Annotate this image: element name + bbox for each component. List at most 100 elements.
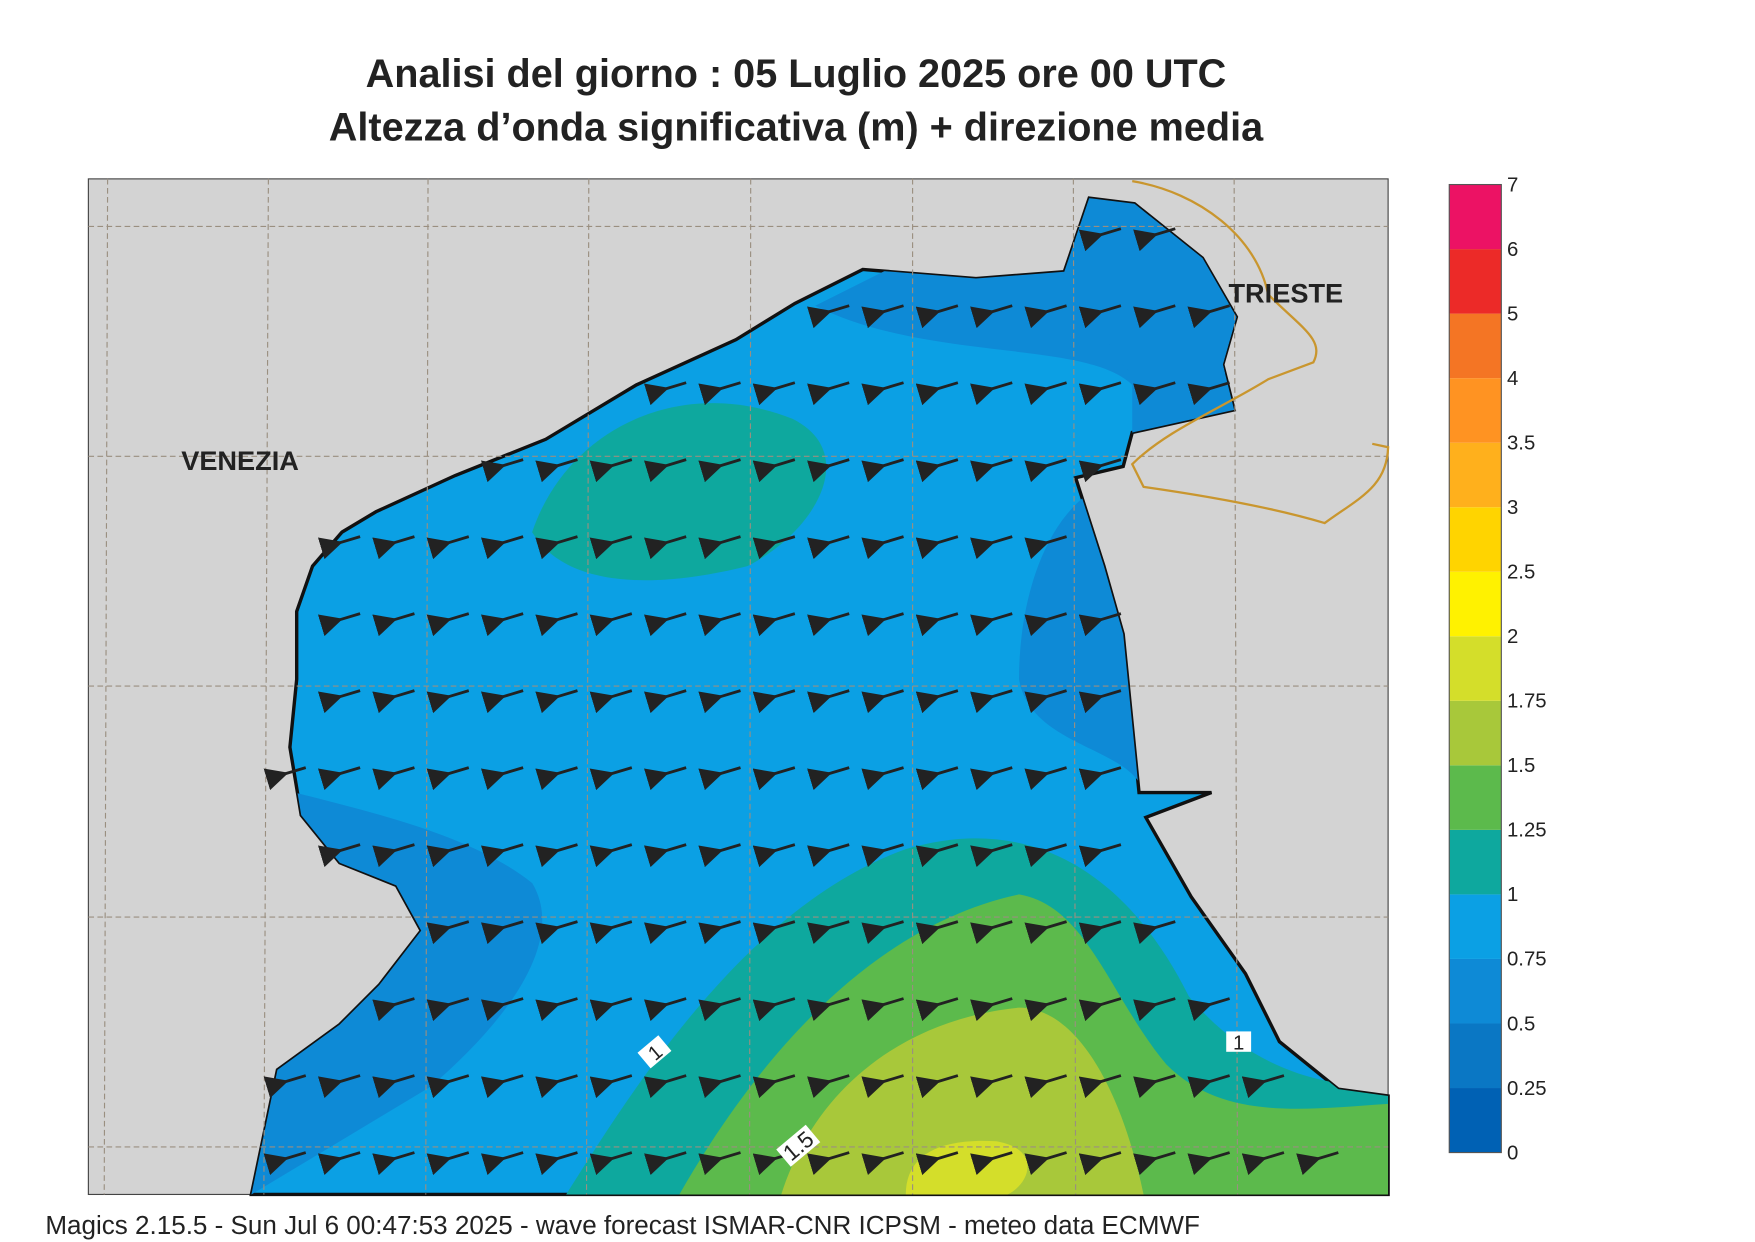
colorbar-band <box>1449 894 1502 959</box>
arrow <box>1024 535 1067 560</box>
border <box>1130 180 1390 525</box>
colorbar-label: 0.25 <box>1507 1078 1547 1100</box>
arrow <box>1078 381 1122 406</box>
colorbar-band <box>1449 442 1502 508</box>
arrow <box>698 381 741 406</box>
arrow <box>480 997 524 1022</box>
arrow <box>372 1074 415 1099</box>
arrow <box>1078 1074 1122 1099</box>
arrow <box>807 304 850 329</box>
arrow <box>263 766 307 791</box>
arrow <box>752 612 796 637</box>
arrow <box>1078 920 1122 945</box>
arrow <box>372 1151 415 1176</box>
arrow <box>372 997 415 1022</box>
colorbar-label: 4 <box>1507 368 1518 390</box>
arrow <box>535 612 578 637</box>
arrow <box>372 612 415 637</box>
arrow <box>698 458 741 483</box>
arrow <box>480 535 524 560</box>
arrow <box>1078 227 1122 252</box>
colorbar-label: 0.5 <box>1507 1013 1535 1035</box>
arrow <box>535 843 578 868</box>
arrow <box>1078 766 1122 791</box>
arrow <box>1133 227 1176 252</box>
arrow <box>1024 766 1067 791</box>
arrow <box>480 689 524 714</box>
arrow <box>970 458 1013 483</box>
arrow <box>372 766 415 791</box>
arrow <box>915 843 959 868</box>
arrow <box>1078 458 1122 483</box>
arrow <box>1187 1074 1231 1099</box>
colorbar-band <box>1449 958 1502 1024</box>
colorbar-band <box>1449 829 1502 895</box>
arrow <box>1133 997 1176 1022</box>
arrow <box>643 920 687 945</box>
colorbar-band <box>1449 249 1502 314</box>
arrow <box>970 612 1013 637</box>
colorbar-label: 0.75 <box>1507 949 1547 971</box>
arrow <box>589 612 633 637</box>
arrow <box>1078 843 1122 868</box>
arrow <box>915 1151 959 1176</box>
arrow <box>861 766 904 791</box>
arrow <box>1187 304 1231 329</box>
arrow <box>535 1074 578 1099</box>
arrow <box>1024 689 1067 714</box>
colorbar-band <box>1449 507 1502 572</box>
colorbar-label: 1.75 <box>1507 691 1547 713</box>
arrow <box>1024 381 1067 406</box>
arrow <box>915 381 959 406</box>
arrow <box>807 689 850 714</box>
arrow <box>970 381 1013 406</box>
graticule <box>88 178 1389 1195</box>
colorbar-label: 6 <box>1507 239 1518 261</box>
colorbar-band <box>1449 765 1502 830</box>
arrow <box>752 766 796 791</box>
arrow <box>480 1151 524 1176</box>
colorbar-label: 2 <box>1507 626 1518 648</box>
arrow <box>915 920 959 945</box>
contour-label: 1 <box>1233 1033 1244 1055</box>
arrow <box>915 458 959 483</box>
colorbar-band <box>1449 378 1502 443</box>
arrow <box>970 535 1013 560</box>
arrow <box>643 535 687 560</box>
arrow <box>970 689 1013 714</box>
arrow <box>426 997 470 1022</box>
arrow <box>970 1151 1013 1176</box>
arrow <box>643 997 687 1022</box>
colorbar-label: 3.5 <box>1507 432 1535 454</box>
arrow <box>861 612 904 637</box>
colorbar-band <box>1449 1023 1502 1089</box>
arrow <box>643 689 687 714</box>
arrow <box>643 766 687 791</box>
footer: Magics 2.15.5 - Sun Jul 6 00:47:53 2025 … <box>45 1210 1200 1240</box>
arrow <box>698 843 741 868</box>
wave-directions <box>263 227 1339 1176</box>
arrow <box>426 843 470 868</box>
arrow <box>535 766 578 791</box>
colorbar-frame <box>1448 183 1502 1154</box>
arrow <box>589 920 633 945</box>
arrow <box>372 535 415 560</box>
colorbar-label: 1 <box>1507 884 1518 906</box>
arrow <box>535 997 578 1022</box>
arrow <box>643 1074 687 1099</box>
arrow <box>970 997 1013 1022</box>
arrow <box>861 381 904 406</box>
arrow <box>861 920 904 945</box>
colorbar: 0 0.25 0.5 0.75 1 1.25 1.5 1.75 2 2.5 3 3.5 4 5 6 7 <box>1448 174 1547 1164</box>
arrow <box>426 535 470 560</box>
arrow <box>426 689 470 714</box>
arrow <box>970 304 1013 329</box>
arrow <box>643 381 687 406</box>
arrow <box>1024 843 1067 868</box>
arrow <box>861 1074 904 1099</box>
arrow <box>317 843 361 868</box>
arrow <box>1078 1151 1122 1176</box>
arrow <box>752 381 796 406</box>
arrow <box>426 1074 470 1099</box>
arrow <box>1024 1074 1067 1099</box>
